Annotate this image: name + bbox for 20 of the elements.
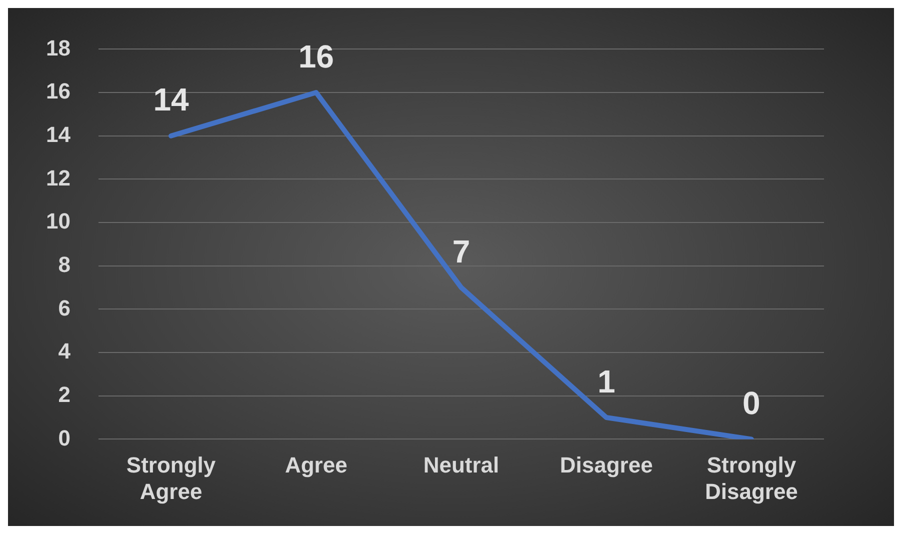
data-label: 14 (153, 82, 190, 118)
y-tick-label: 4 (58, 338, 72, 364)
x-tick-label: Strongly Disagree (704, 452, 798, 504)
y-tick-label: 6 (58, 295, 70, 320)
x-tick-label: Agree (284, 452, 348, 478)
data-label: 1 (597, 363, 616, 400)
y-tick-label: 2 (58, 382, 70, 407)
y-tick-label: 16 (46, 78, 70, 104)
y-tick-label: 12 (46, 165, 70, 190)
x-tick-label: Strongly Agree (126, 452, 216, 504)
y-tick-label: 14 (46, 122, 72, 147)
x-tick-label: Neutral (423, 452, 500, 478)
y-tick-label: 0 (58, 425, 70, 450)
data-label: 7 (452, 233, 470, 270)
y-tick-label: 10 (46, 208, 70, 234)
data-label: 16 (298, 38, 334, 74)
x-tick-label: Disagree (560, 452, 653, 478)
y-tick-label: 8 (58, 252, 70, 277)
data-label: 0 (742, 385, 760, 422)
y-tick-label: 18 (46, 35, 70, 60)
